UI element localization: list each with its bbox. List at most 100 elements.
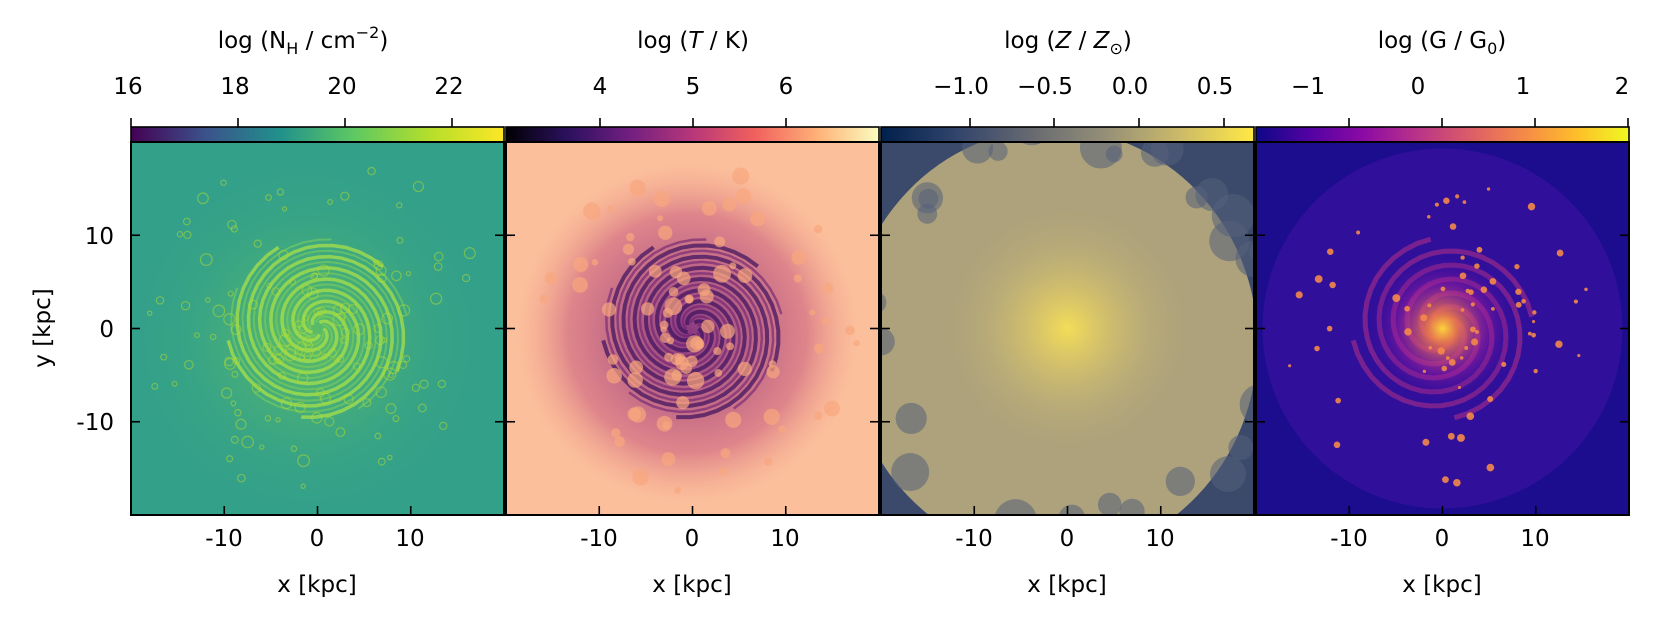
density-clump (237, 473, 246, 483)
colorbar-2-tick-label: 5 (686, 74, 701, 100)
metal-poor-patch (895, 402, 927, 435)
metal-rich-core (947, 208, 1188, 449)
density-clump (375, 335, 386, 346)
density-clump (381, 312, 394, 325)
colorbar-4-tick-labels: −1 0 1 2 (1291, 74, 1629, 100)
density-clump (317, 264, 330, 277)
density-clump (297, 454, 310, 468)
hot-bubble (701, 200, 717, 216)
density-clump (264, 415, 272, 422)
map-4-structure (1262, 148, 1623, 509)
density-clump (327, 348, 337, 358)
panel-3: log (Z / Z⊙) −1.0 −0.5 0.0 0.5 (880, 28, 1255, 516)
hot-bubble (661, 452, 676, 467)
hot-bubble (626, 232, 635, 242)
hot-bubble (632, 468, 649, 486)
density-clump (387, 454, 393, 461)
density-clump (234, 408, 242, 417)
density-clump (367, 166, 376, 176)
hot-bubble (583, 202, 601, 220)
metal-poor-patch (917, 203, 938, 224)
hot-bubble (601, 302, 616, 317)
star-forming-clump (1459, 272, 1467, 280)
star-forming-clump (1521, 298, 1526, 304)
hot-bubble (648, 264, 662, 278)
hot-bubble (809, 309, 816, 316)
density-clump (352, 362, 361, 371)
star-forming-clump (1404, 328, 1412, 336)
density-clump (271, 287, 280, 296)
colorbar-3-tick-label: 0.5 (1197, 74, 1234, 100)
hot-bubble (658, 225, 673, 240)
density-clump (180, 300, 191, 311)
hot-bubble (821, 317, 830, 325)
hot-bubble (813, 224, 823, 234)
colorbar-3-tick-labels: −1.0 −0.5 0.0 0.5 (933, 74, 1233, 100)
panel-1: log (NH / cm−2) 16 18 20 22 (113, 23, 505, 516)
star-forming-clump (1459, 356, 1464, 360)
density-clump (417, 403, 427, 413)
density-clump (335, 427, 346, 438)
density-clump (332, 313, 346, 327)
hot-bubble (714, 369, 723, 377)
hot-bubble (686, 335, 704, 353)
hot-bubble (676, 396, 690, 410)
hot-bubble (572, 277, 588, 293)
star-forming-clump (1464, 346, 1469, 350)
star-forming-clump (1455, 194, 1460, 199)
hot-bubble (627, 372, 643, 388)
star-forming-clump (1447, 432, 1455, 440)
density-clump (205, 297, 211, 303)
density-clump (241, 435, 255, 449)
hot-bubble (629, 360, 644, 375)
metal-poor-patch (891, 453, 930, 492)
star-forming-clump (1527, 202, 1536, 211)
density-clump (199, 253, 213, 267)
star-forming-clump (1556, 249, 1564, 257)
star-forming-clump (1428, 345, 1433, 350)
star-forming-clump (1531, 332, 1536, 338)
hot-bubble (768, 360, 777, 368)
density-clump (184, 359, 194, 370)
density-clump (396, 202, 403, 209)
density-clump (320, 392, 332, 404)
star-forming-clump (1555, 340, 1563, 348)
x-tick-label: -10 (205, 526, 243, 552)
star-forming-clump (1420, 314, 1428, 322)
metal-poor-patch (1150, 142, 1184, 166)
density-clump (289, 278, 296, 286)
metal-poor-patch (1239, 385, 1254, 424)
star-forming-clump (1466, 412, 1475, 421)
metal-poor-patch (1088, 514, 1097, 515)
density-clump (387, 361, 401, 374)
hot-bubble (699, 289, 714, 304)
colorbar-1 (130, 126, 505, 143)
hot-bubble (735, 188, 752, 204)
x-axis-label: x [kpc] (1402, 572, 1481, 598)
density-clump (375, 356, 388, 369)
colorbar-2-label: log (T / K) (637, 28, 749, 54)
x-axis-label: x [kpc] (652, 572, 731, 598)
density-clump (433, 262, 443, 271)
density-clump (224, 356, 234, 367)
density-clump (276, 188, 285, 196)
x-tick-label: 10 (1520, 526, 1549, 552)
density-clump (313, 307, 323, 317)
metal-poor-patch (1165, 466, 1195, 497)
metal-poor-patch (1058, 504, 1085, 515)
hot-bubble (853, 340, 860, 347)
panel-4: log (G / G0) −1 0 1 2 (1255, 28, 1630, 516)
colorbar-3-label: log (Z / Z⊙) (1004, 28, 1132, 58)
metal-poor-patch (1105, 145, 1123, 163)
metal-poor-patch (1119, 498, 1145, 515)
hot-bubble (732, 167, 750, 185)
star-forming-clump (1501, 361, 1507, 368)
density-clump (294, 401, 306, 414)
density-clump (302, 335, 313, 346)
hot-bubble (640, 302, 655, 316)
cold-gas-spiral-arm (632, 254, 781, 375)
density-clump (146, 310, 153, 316)
density-clump (183, 230, 192, 240)
density-clump (171, 380, 178, 387)
colorbar-1-tick-labels: 16 18 20 22 (113, 74, 463, 100)
